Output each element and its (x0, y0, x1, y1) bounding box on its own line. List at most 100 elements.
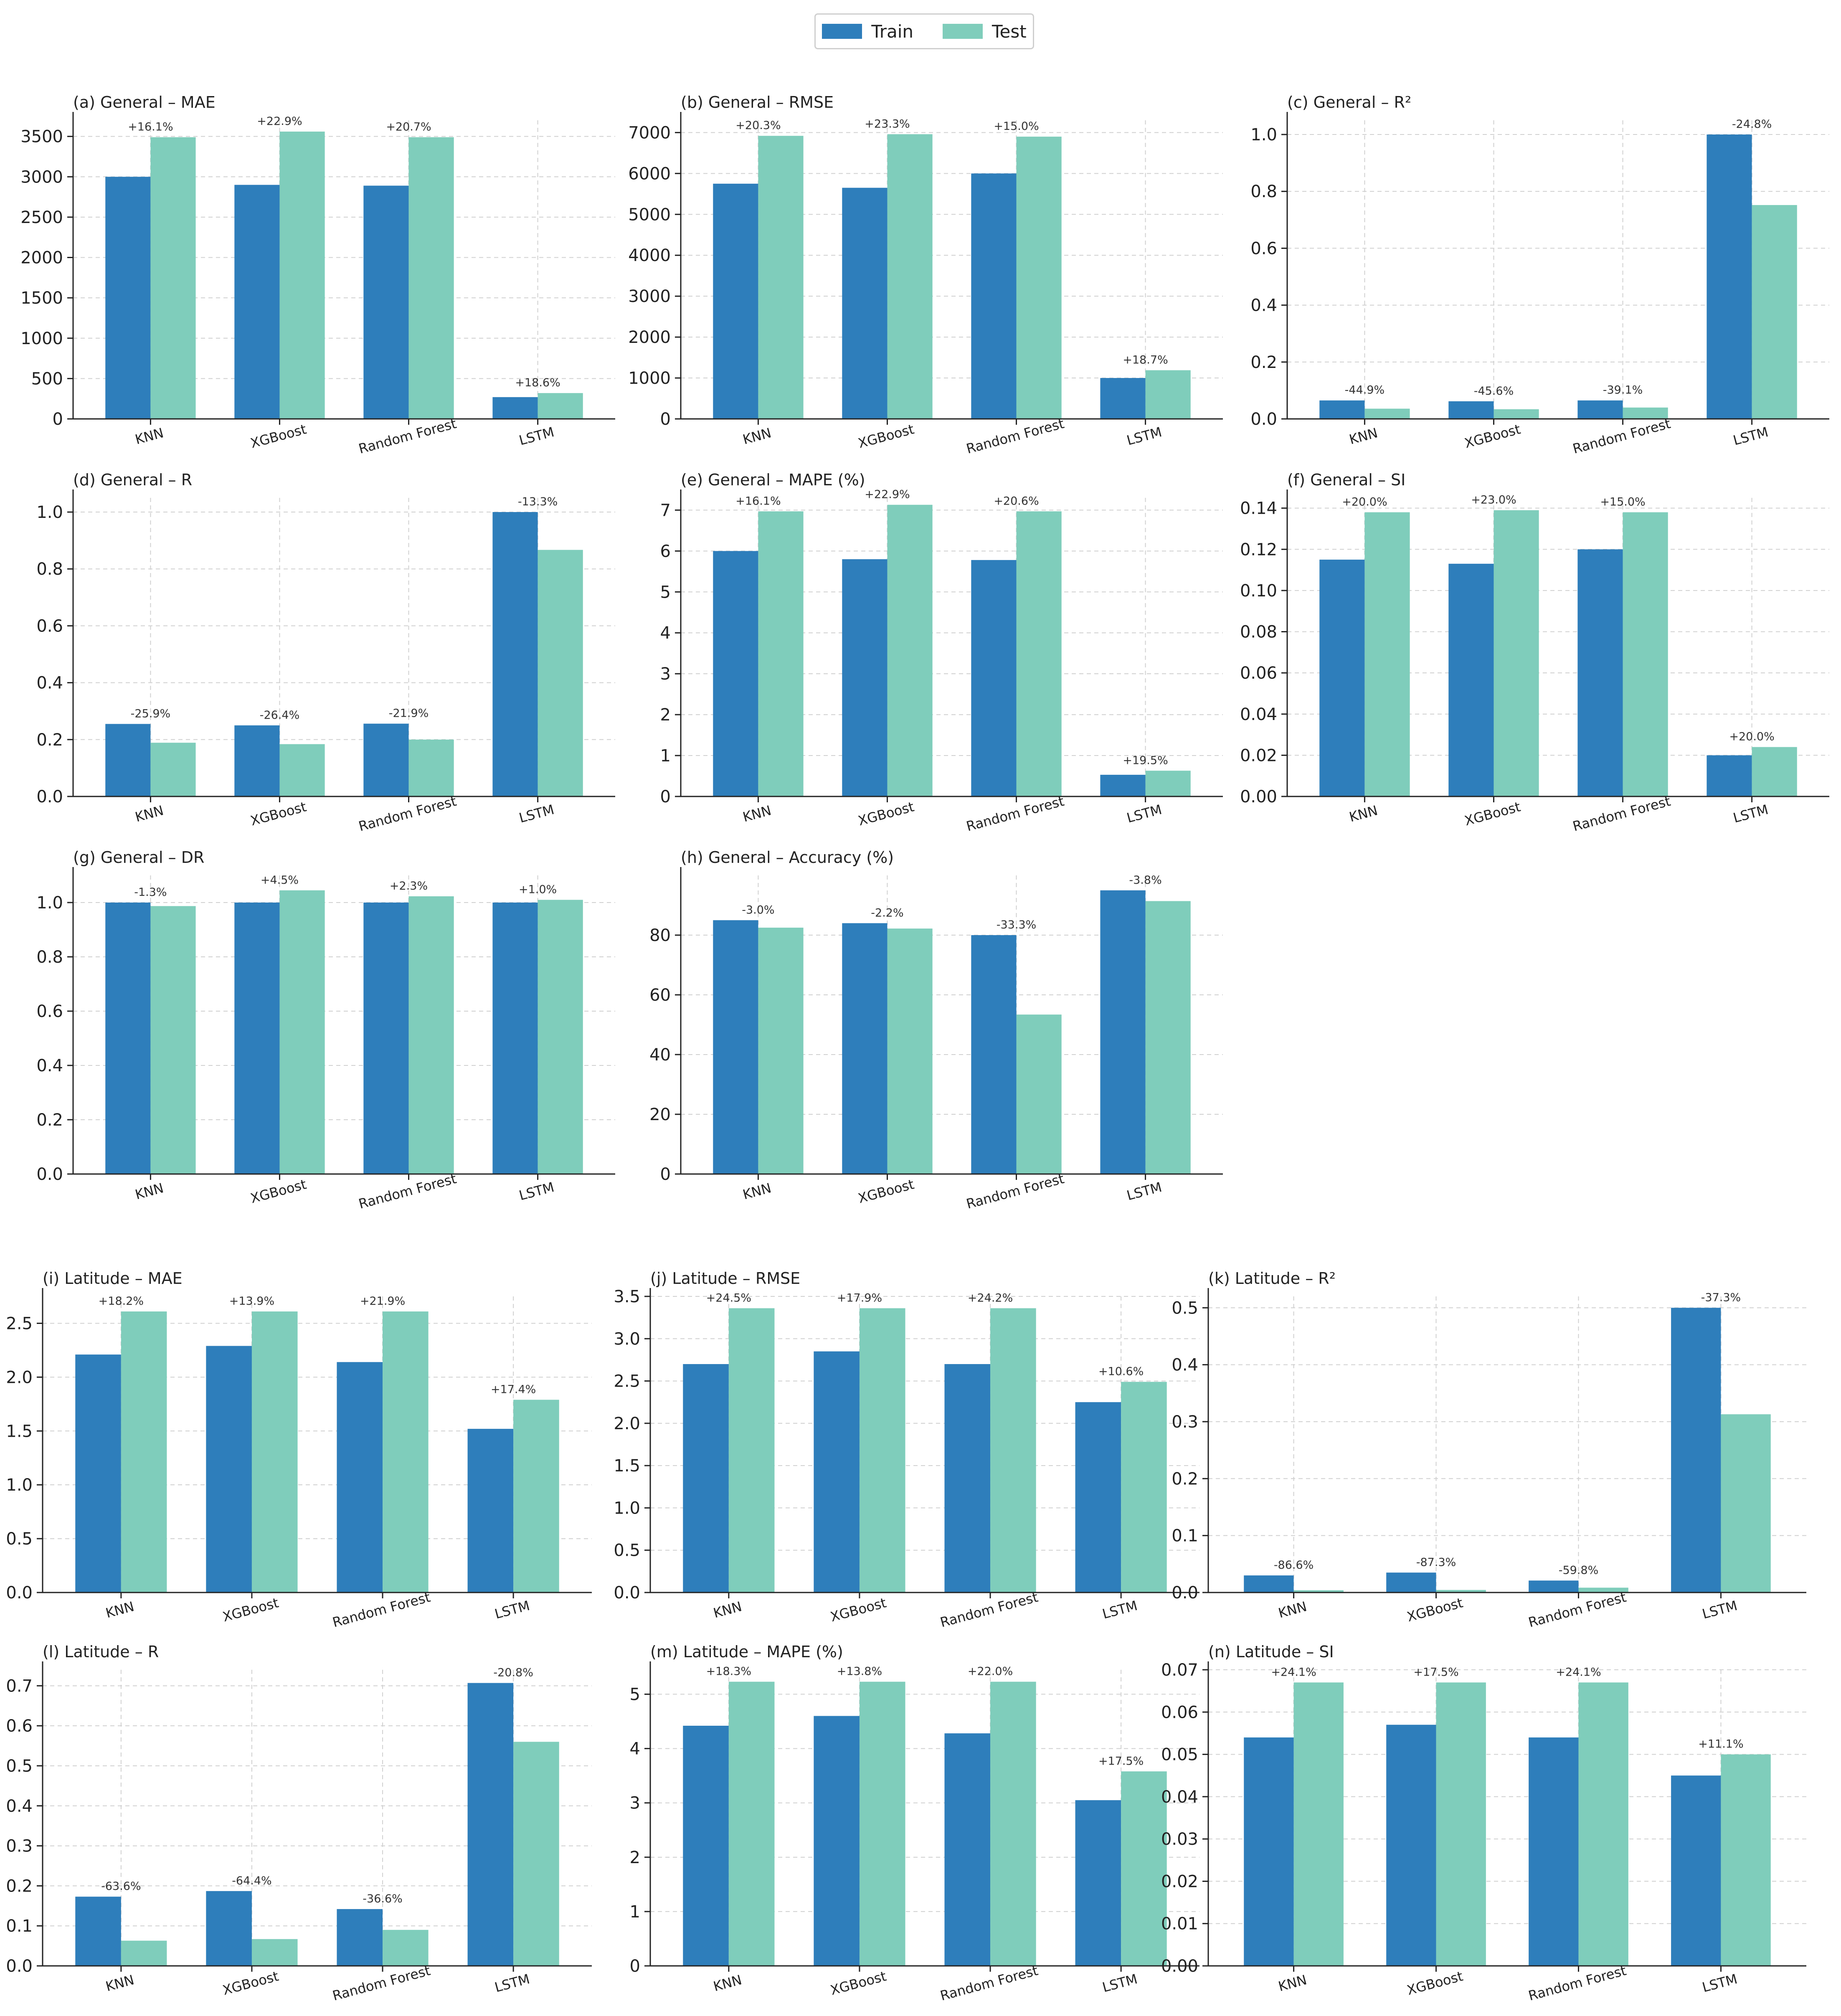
bar-test-lstm (1145, 771, 1191, 796)
y-tick-label: 0.14 (1240, 499, 1277, 518)
bar-train-lstm (1100, 378, 1146, 419)
bar-train-xgboost (814, 1351, 860, 1593)
bar-test-knn (728, 1308, 775, 1593)
y-tick-label: 4 (630, 1740, 640, 1759)
y-tick-label: 1.5 (6, 1422, 33, 1441)
bar-test-lstm (1752, 747, 1797, 796)
bar-train-random-forest (1529, 1580, 1579, 1593)
bar-change-label: +23.0% (1471, 494, 1516, 507)
bar-change-label: +1.0% (519, 883, 557, 896)
chart-panel-2: 0.0 0.2 0.4 0.6 0.8 1.0 -44.9% KNN -45.6% XGBoost… (1250, 93, 1829, 457)
bar-train-knn (713, 183, 758, 419)
x-tick-label: Random Forest (357, 1171, 458, 1212)
y-tick-label: 3500 (20, 127, 63, 147)
y-tick-label: 6 (660, 542, 671, 561)
legend-swatch-train (822, 24, 862, 39)
chart-panel-7: 0 20 40 60 80 -3.0% KNN -2.2% XGBoost -33.3% Rando… (649, 848, 1223, 1212)
bar-change-label: -45.6% (1474, 385, 1514, 398)
y-tick-label: 0.0 (6, 1957, 33, 1976)
bar-test-lstm (538, 393, 583, 419)
bar-test-knn (758, 928, 804, 1174)
bar-change-label: +17.5% (1413, 1666, 1458, 1679)
bar-change-label: +24.2% (968, 1291, 1013, 1304)
y-tick-label: 0.03 (1161, 1830, 1198, 1849)
bar-change-label: +21.9% (360, 1295, 405, 1308)
bar-change-label: +15.0% (1600, 496, 1645, 509)
x-tick-label: LSTM (1125, 424, 1164, 449)
bar-change-label: -13.3% (518, 495, 558, 508)
y-tick-label: 0.0 (36, 787, 63, 806)
bar-change-label: +4.5% (261, 874, 299, 887)
y-tick-label: 0.0 (36, 1165, 63, 1184)
bar-train-random-forest (971, 935, 1017, 1174)
chart-panel-6: 0.0 0.2 0.4 0.6 0.8 1.0 -1.3% KNN +4.5% XGBoost +2… (36, 848, 615, 1212)
bar-change-label: +15.0% (994, 120, 1039, 133)
chart-title: (e) General – MAPE (%) (681, 471, 865, 489)
y-tick-label: 0.2 (1250, 353, 1277, 372)
x-tick-label: Random Forest (938, 1589, 1040, 1631)
chart-title: (d) General – R (73, 471, 192, 489)
x-tick-label: LSTM (1700, 1598, 1739, 1622)
y-tick-label: 1.5 (614, 1456, 640, 1476)
bar-change-label: +24.1% (1271, 1666, 1316, 1679)
bar-test-xgboost (279, 744, 325, 796)
y-tick-label: 3.0 (614, 1329, 640, 1349)
x-tick-label: KNN (1277, 1598, 1308, 1621)
bar-train-lstm (1671, 1775, 1721, 1966)
y-tick-label: 7 (660, 501, 671, 520)
y-tick-label: 0.1 (1172, 1527, 1198, 1546)
y-tick-label: 0.02 (1240, 746, 1277, 765)
y-tick-label: 0.6 (1250, 239, 1277, 258)
x-tick-label: XGBoost (829, 1595, 888, 1625)
x-tick-label: LSTM (517, 1179, 556, 1204)
bar-train-knn (1319, 559, 1365, 796)
x-tick-label: XGBoost (1405, 1968, 1465, 1998)
bar-test-knn (150, 137, 196, 419)
x-tick-label: XGBoost (857, 421, 916, 451)
bar-train-knn (713, 551, 758, 796)
bar-test-lstm (1721, 1414, 1771, 1593)
bar-change-label: +16.1% (735, 494, 781, 507)
bar-train-xgboost (814, 1716, 860, 1966)
bar-train-lstm (1100, 775, 1146, 796)
chart-title: (n) Latitude – SI (1208, 1643, 1334, 1661)
bar-change-label: -36.6% (363, 1892, 403, 1905)
y-tick-label: 0.02 (1161, 1872, 1198, 1891)
bar-test-lstm (1752, 205, 1797, 419)
y-tick-label: 0.5 (614, 1541, 640, 1560)
bar-test-knn (1364, 512, 1410, 796)
y-tick-label: 1.0 (614, 1499, 640, 1518)
y-tick-label: 0.3 (1172, 1412, 1198, 1432)
bar-change-label: +17.9% (837, 1291, 882, 1304)
bar-train-knn (105, 177, 151, 419)
bar-test-random-forest (1623, 512, 1668, 796)
y-tick-label: 0.8 (36, 560, 63, 579)
bar-train-lstm (1707, 755, 1752, 796)
bar-change-label: +24.1% (1556, 1666, 1601, 1679)
y-tick-label: 500 (31, 369, 63, 388)
chart-panel-4: 0 1 2 3 4 5 6 7 +16.1% KNN +22.9% XGBoost +20.6% Rand… (660, 471, 1223, 834)
chart-panel-10: 0.0 0.1 0.2 0.3 0.4 0.5 -86.6% KNN -87.3% XGBoost… (1172, 1269, 1806, 1631)
bar-train-knn (713, 920, 758, 1174)
y-tick-label: 0 (660, 410, 671, 429)
x-tick-label: Random Forest (964, 1171, 1065, 1212)
bar-change-label: -86.6% (1274, 1559, 1314, 1572)
legend-label-test: Test (992, 21, 1027, 42)
y-tick-label: 2000 (20, 249, 63, 268)
bar-change-label: -59.8% (1559, 1564, 1599, 1577)
bar-train-lstm (1707, 134, 1752, 419)
chart-title: (m) Latitude – MAPE (%) (650, 1643, 843, 1661)
bar-change-label: +18.2% (99, 1295, 144, 1308)
y-tick-label: 0.06 (1240, 664, 1277, 683)
legend-swatch-test (943, 24, 983, 39)
bar-train-lstm (492, 397, 538, 419)
bar-train-random-forest (971, 560, 1017, 796)
x-tick-label: LSTM (1101, 1971, 1139, 1996)
y-tick-label: 0.8 (1250, 182, 1277, 201)
x-tick-label: XGBoost (1405, 1595, 1465, 1625)
bar-test-random-forest (990, 1681, 1036, 1966)
legend-item-train: Train (822, 21, 913, 42)
y-tick-label: 0.04 (1240, 705, 1277, 724)
bar-change-label: +17.5% (1098, 1755, 1144, 1767)
x-tick-label: KNN (133, 425, 165, 448)
